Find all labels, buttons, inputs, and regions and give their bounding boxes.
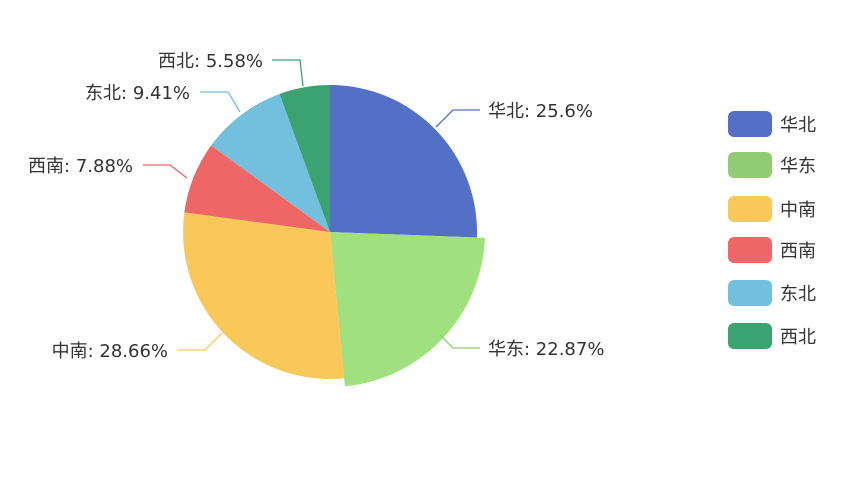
legend-swatch[interactable] — [728, 323, 772, 349]
label-line — [439, 334, 480, 349]
slice-label: 华东: 22.87% — [488, 339, 604, 360]
slice-label: 西北: 5.58% — [158, 51, 263, 72]
label-line — [435, 109, 480, 128]
legend-item[interactable]: 西北 — [780, 327, 816, 348]
label-line — [200, 91, 241, 113]
pie-slice-3[interactable] — [184, 145, 330, 232]
slice-label: 东北: 9.41% — [85, 83, 190, 104]
pie-slice-0[interactable] — [330, 85, 477, 238]
legend-swatch[interactable] — [728, 196, 772, 222]
label-line — [178, 332, 223, 351]
legend-swatch[interactable] — [728, 237, 772, 263]
legend-item[interactable]: 中南 — [780, 200, 816, 221]
label-line — [272, 59, 304, 87]
slice-label: 西南: 7.88% — [28, 156, 133, 177]
slice-label: 华北: 25.6% — [488, 101, 593, 122]
pie-slice-2[interactable] — [183, 212, 345, 379]
legend-item[interactable]: 华北 — [780, 115, 816, 136]
pie-slice-5[interactable] — [279, 85, 330, 232]
legend-item[interactable]: 东北 — [780, 284, 816, 305]
legend-swatch[interactable] — [728, 111, 772, 137]
legend-swatch[interactable] — [728, 152, 772, 178]
pie-slice-4[interactable] — [211, 93, 330, 232]
legend-swatch[interactable] — [728, 280, 772, 306]
slice-label: 中南: 28.66% — [52, 341, 168, 362]
legend-item[interactable]: 华东 — [780, 156, 816, 177]
legend-item[interactable]: 西南 — [780, 241, 816, 262]
pie-slice-1[interactable] — [330, 232, 485, 387]
label-line — [143, 164, 188, 179]
